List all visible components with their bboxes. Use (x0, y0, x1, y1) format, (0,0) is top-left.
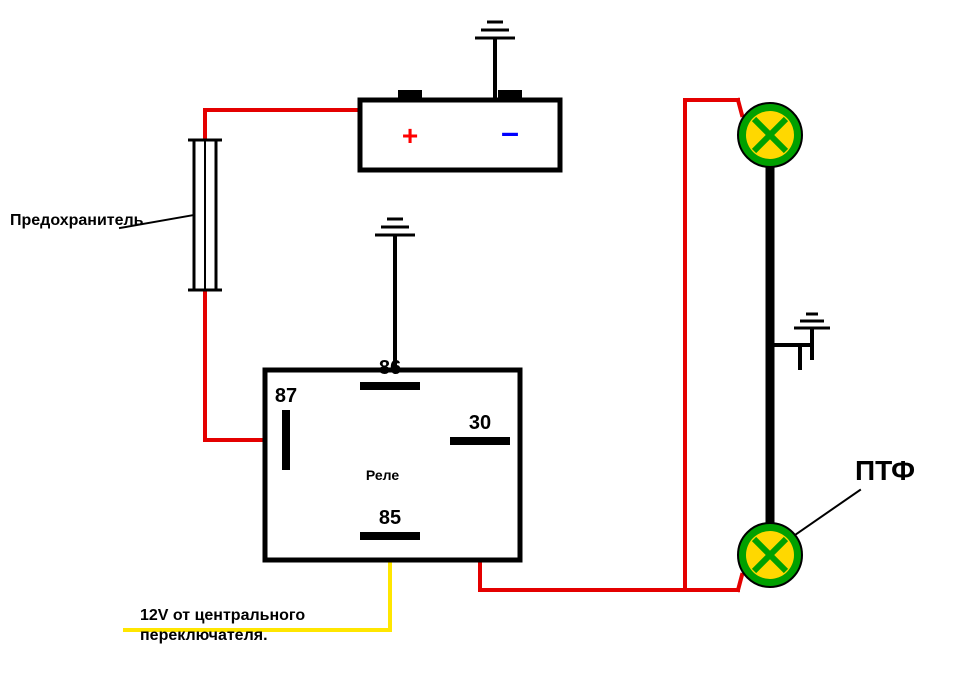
label-pin30: 30 (469, 412, 491, 434)
battery-minus: – (501, 114, 519, 150)
label-switch-line2: переключателя. (140, 627, 268, 644)
label-relay: Реле (366, 467, 399, 483)
label-pin85: 85 (379, 507, 401, 529)
fog-lamp-bottom (738, 523, 802, 587)
label-fuse: Предохранитель (10, 212, 144, 229)
battery-terminal-neg (498, 90, 522, 100)
label-pin86: 86 (379, 357, 401, 379)
label-switch-line1: 12V от центрального (140, 607, 305, 624)
label-ptf: ПТФ (855, 455, 915, 486)
label-pin87: 87 (275, 385, 297, 407)
relay (265, 370, 520, 560)
battery-plus: + (402, 120, 418, 151)
fog-lamp-top (738, 103, 802, 167)
battery-terminal-pos (398, 90, 422, 100)
battery (360, 100, 560, 170)
